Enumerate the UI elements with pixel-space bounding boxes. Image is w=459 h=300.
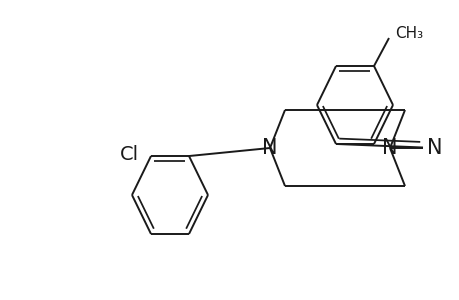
Text: N: N bbox=[381, 138, 397, 158]
Text: N: N bbox=[262, 138, 277, 158]
Text: Cl: Cl bbox=[119, 145, 138, 164]
Text: N: N bbox=[426, 138, 442, 158]
Text: CH₃: CH₃ bbox=[394, 26, 422, 40]
